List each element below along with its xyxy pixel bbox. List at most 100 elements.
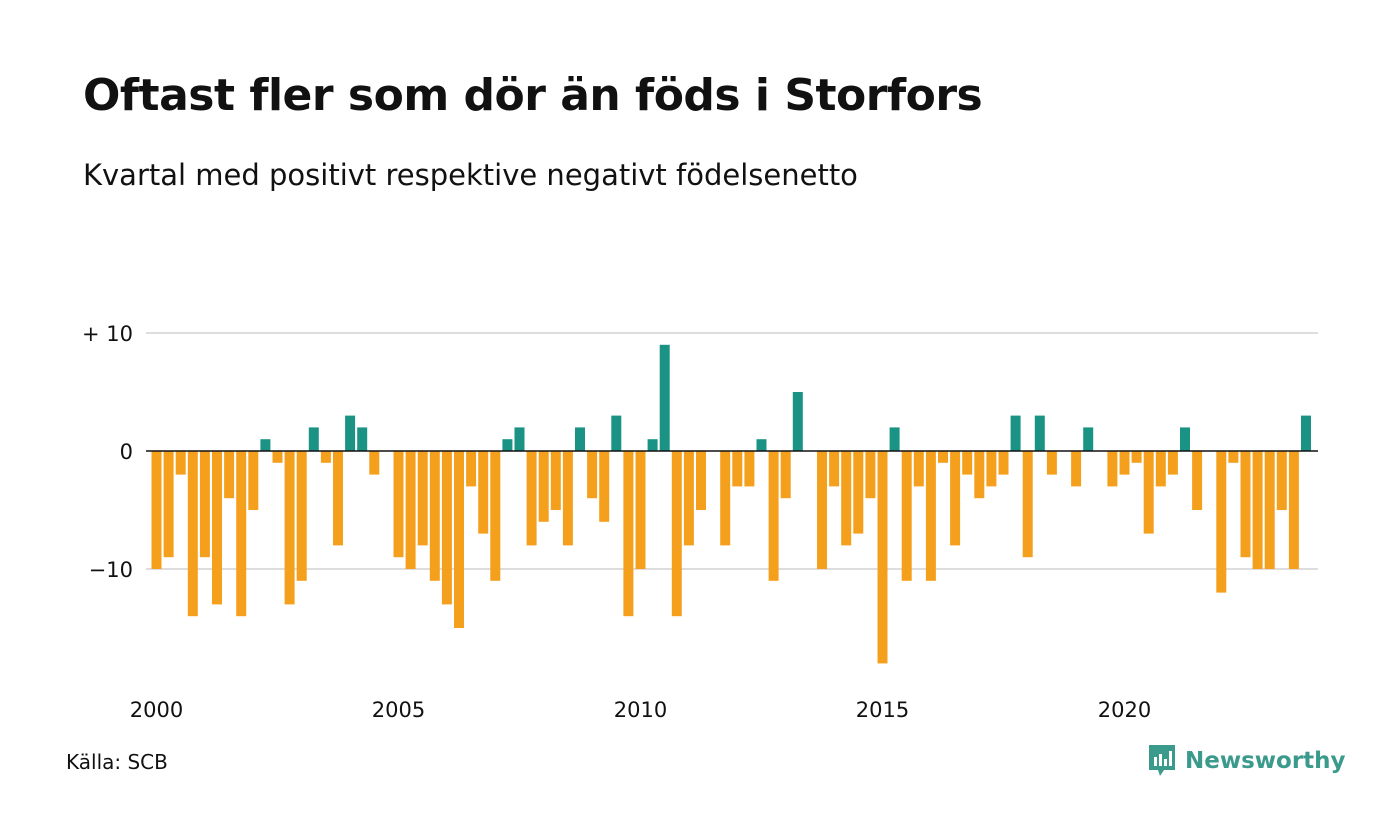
bar (199, 451, 210, 558)
bar (224, 451, 235, 499)
bar (1216, 451, 1227, 593)
bar (248, 451, 259, 510)
bar (1010, 415, 1021, 451)
bar (720, 451, 731, 546)
bar (1155, 451, 1166, 487)
bar (1252, 451, 1263, 569)
bar (1107, 451, 1118, 487)
bar (744, 451, 755, 487)
bar (683, 451, 694, 546)
bar (623, 451, 634, 617)
bar (296, 451, 307, 581)
bar (1034, 415, 1045, 451)
bar (187, 451, 198, 617)
bar (502, 439, 513, 451)
bar (974, 451, 985, 499)
bar (925, 451, 936, 581)
bar (938, 451, 948, 463)
bar (212, 451, 222, 605)
gridlines (146, 332, 1318, 570)
bar (320, 451, 331, 463)
bar (962, 451, 973, 475)
y-tick-label: 0 (120, 440, 133, 464)
bar (829, 451, 840, 487)
bar (841, 451, 852, 546)
bar (1022, 451, 1033, 558)
bar (635, 451, 646, 569)
bar (611, 415, 622, 451)
bar (490, 451, 501, 581)
bar (1119, 451, 1130, 475)
bar (696, 451, 706, 510)
y-tick-label: −10 (89, 558, 133, 582)
y-tick-label: + 10 (82, 322, 133, 346)
bar (1083, 427, 1094, 451)
bar (780, 451, 791, 499)
bar (792, 392, 803, 451)
bar (151, 451, 162, 569)
bar (950, 451, 961, 546)
x-tick-label: 2010 (614, 698, 667, 722)
bar (1143, 451, 1154, 534)
bar (1264, 451, 1275, 569)
bar (756, 439, 767, 451)
bar (901, 451, 912, 581)
bar (369, 451, 380, 475)
bar (272, 451, 283, 463)
bar (345, 415, 356, 451)
bar (466, 451, 477, 487)
bar (1228, 451, 1239, 463)
bar (357, 427, 368, 451)
bar (236, 451, 247, 617)
bar (429, 451, 440, 581)
bar (913, 451, 924, 487)
axes: + 10 0 −10 2000 2005 2010 2015 2020 (82, 322, 1318, 722)
x-tick-label: 2020 (1098, 698, 1151, 722)
x-tick-label: 2015 (856, 698, 909, 722)
bar (538, 451, 549, 522)
bar (998, 451, 1009, 475)
bar (441, 451, 452, 605)
bar (417, 451, 428, 546)
bar (1180, 427, 1190, 451)
bar (1071, 451, 1082, 487)
bar (454, 451, 464, 628)
bar (562, 451, 573, 546)
chart-subtitle: Kvartal med positivt respektive negativt… (83, 158, 858, 192)
bar (599, 451, 610, 522)
bar (877, 451, 888, 664)
bar (1240, 451, 1251, 558)
bar (1192, 451, 1203, 510)
bar (865, 451, 876, 499)
bar (671, 451, 682, 617)
bar (1131, 451, 1142, 463)
bar (853, 451, 864, 534)
bar (1288, 451, 1299, 569)
bar (405, 451, 416, 569)
bar (1301, 415, 1311, 451)
bar (308, 427, 319, 451)
bar (647, 439, 658, 451)
bar (575, 427, 585, 451)
newsworthy-logo[interactable]: Newsworthy (1147, 743, 1346, 779)
bar (587, 451, 598, 499)
bar (732, 451, 743, 487)
bar (260, 439, 271, 451)
bar (659, 344, 670, 451)
bar (1276, 451, 1287, 510)
bar (986, 451, 997, 487)
chart-title: Oftast fler som dör än föds i Storfors (83, 70, 983, 121)
bar (817, 451, 827, 569)
bar (526, 451, 537, 546)
bars (151, 344, 1311, 664)
bar (1167, 451, 1178, 475)
bar (284, 451, 295, 605)
bar (478, 451, 489, 534)
bar (889, 427, 900, 451)
bar (163, 451, 174, 558)
bar (1046, 451, 1057, 475)
bar (514, 427, 525, 451)
bar (768, 451, 779, 581)
source-label: Källa: SCB (66, 750, 168, 774)
brand-name: Newsworthy (1185, 748, 1346, 774)
